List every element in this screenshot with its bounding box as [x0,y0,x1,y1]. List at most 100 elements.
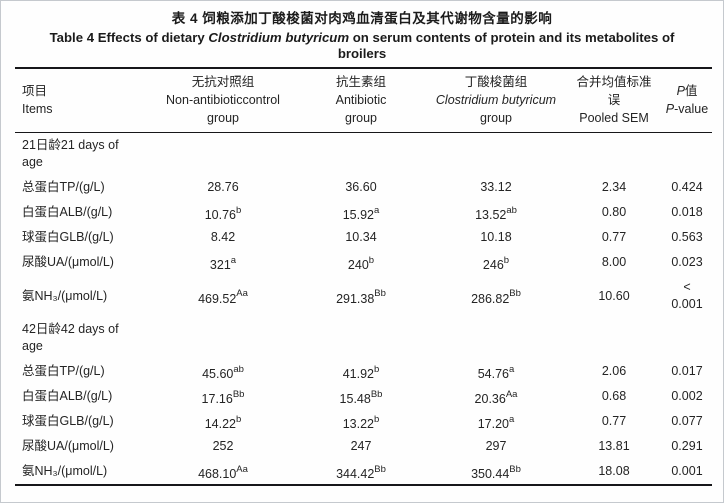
header-line: Antibiotic [335,93,387,107]
significance-superscript: a [230,254,237,266]
p-value-cell: 0.291 [671,439,703,453]
item-label: 氨NH₃/(μmol/L) [22,288,108,303]
age-section-row: 21日龄21 days of age [15,133,712,176]
age-section-cell: 42日龄42 days of age [15,317,712,359]
value-cell: 247 [350,439,372,453]
significance-superscript: Bb [509,463,521,475]
value-with-superscript: 54.76a [477,363,515,381]
table-row: 白蛋白ALB/(g/L) 10.76b 15.92a 13.52ab 0.80 0.018 [15,200,712,225]
value-cell: 45.60ab [150,359,296,384]
table-row: 尿酸UA/(μmol/L) 252 247 297 13.81 0.291 [15,434,712,459]
value-cell: 469.52Aa [150,275,296,317]
significance-superscript: Bb [374,463,386,475]
significance-superscript: Bb [370,388,383,400]
significance-superscript: Bb [509,288,521,300]
value-cell: 15.48Bb [296,384,426,409]
significance-superscript: a [508,363,515,375]
table-row: 氨NH₃/(μmol/L) 469.52Aa 291.38Bb 286.82Bb 10.… [15,275,712,317]
value-cell: 54.76a [426,359,566,384]
value-cell: 246b [426,250,566,275]
header-line: 丁酸梭菌组 [464,75,528,89]
significance-superscript: b [373,413,380,425]
value-cell: 28.76 [207,180,239,194]
item-label: 白蛋白ALB/(g/L) [22,205,113,219]
value-cell: 14.22b [150,409,296,434]
header-line: 抗生素组 [335,75,386,89]
significance-superscript: b [235,204,242,216]
value-cell: 8.42 [210,230,236,244]
value-cell: 13.22b [296,409,426,434]
value-with-superscript: 20.36Aa [474,388,518,406]
p-value-cell: 0.017 [671,364,703,378]
p-value-cell: 0.023 [671,255,703,269]
value-cell: 321a [150,250,296,275]
value-with-superscript: 291.38Bb [336,288,386,306]
item-label: 球蛋白GLB/(g/L) [22,414,114,428]
header-line: P-value [665,102,709,116]
value-cell: 33.12 [480,180,512,194]
table-row: 尿酸UA/(μmol/L) 321a 240b 246b 8.00 0.023 [15,250,712,275]
p-value-cell: <0.001 [671,280,703,311]
value-cell: 291.38Bb [296,275,426,317]
p-value-cell: 0.424 [671,180,703,194]
sem-cell: 0.80 [601,205,627,219]
sem-cell: 2.34 [601,180,627,194]
p-value-cell: 0.001 [662,459,712,486]
value-with-superscript: 45.60ab [202,363,244,381]
value-with-superscript: 17.16Bb [201,388,245,406]
value-with-superscript: 240b [347,254,375,272]
value-with-superscript: 13.52ab [475,204,517,222]
value-cell: 10.34 [345,230,377,244]
value-cell: 13.52ab [426,200,566,225]
sem-cell: 13.81 [598,439,630,453]
age-section-cell: 21日龄21 days of age [15,133,712,176]
value-cell: 17.16Bb [150,384,296,409]
significance-superscript: Aa [505,388,518,400]
table-row: 总蛋白TP/(g/L) 28.76 36.60 33.12 2.34 0.424 [15,175,712,200]
sem-cell: 0.68 [601,389,627,403]
value-with-superscript: 344.42Bb [336,463,386,481]
value-with-superscript: 286.82Bb [471,288,521,306]
p-value-cell: 0.002 [671,389,703,403]
header-line: group [345,111,377,125]
value-cell: 350.44Bb [426,459,566,486]
value-cell: 17.20a [426,409,566,434]
header-line: 无抗对照组 [191,75,255,89]
significance-superscript: a [508,413,515,425]
value-with-superscript: 246b [482,254,510,272]
value-with-superscript: 41.92b [342,363,380,381]
value-with-superscript: 468.10Aa [198,463,248,481]
header-line: group [480,111,512,125]
header-line: group [207,111,239,125]
table-row: 球蛋白GLB/(g/L) 14.22b 13.22b 17.20a 0.77 0.077 [15,409,712,434]
value-cell: 20.36Aa [426,384,566,409]
significance-superscript: Bb [232,388,245,400]
value-cell: 41.92b [296,359,426,384]
item-label: 球蛋白GLB/(g/L) [22,230,114,244]
p-value-cell: 0.018 [671,205,703,219]
value-cell: 344.42Bb [296,459,426,486]
significance-superscript: Bb [374,288,386,300]
item-label: 总蛋白TP/(g/L) [22,180,105,194]
sem-cell: 10.60 [598,288,630,303]
value-with-superscript: 469.52Aa [198,288,248,306]
significance-superscript: b [503,254,510,266]
sem-cell: 0.77 [601,230,627,244]
header-line: 项目 [22,84,48,98]
significance-superscript: Aa [236,288,248,300]
value-with-superscript: 13.22b [342,413,380,431]
value-cell: 297 [485,439,507,453]
sem-cell: 8.00 [601,255,627,269]
table-title-en-species: Clostridium butyricum [208,30,350,45]
significance-superscript: ab [233,363,244,375]
value-cell: 10.18 [480,230,512,244]
table-row: 氨NH₃/(μmol/L) 468.10Aa 344.42Bb 350.44Bb 18.… [15,459,712,486]
serum-protein-table: 项目 Items 无抗对照组 Non-antibioticcontrol group 抗生… [15,67,712,486]
age-section-label: 21日龄21 days of age [22,138,119,169]
value-cell: 468.10Aa [150,459,296,486]
column-header-clostridium-butyricum-group: 丁酸梭菌组 Clostridium butyricum group [426,67,566,133]
column-header-non-antibiotic-control-group: 无抗对照组 Non-antibioticcontrol group [150,67,296,133]
value-with-superscript: 10.76b [204,204,242,222]
header-line: Clostridium butyricum [435,93,557,107]
